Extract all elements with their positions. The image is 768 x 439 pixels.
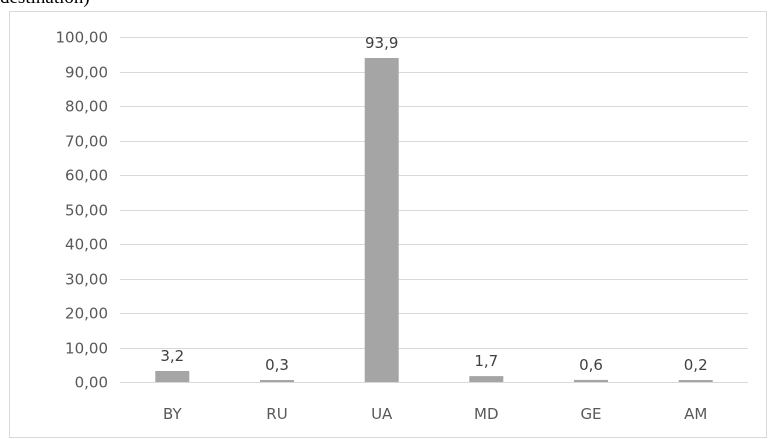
bar-ua: [364, 58, 399, 382]
y-axis-tick-labels: 0,00 10,00 20,00 30,00 40,00 50,00 60,00 70,00 8…: [56, 29, 109, 392]
x-tick-label: GE: [580, 405, 601, 423]
y-tick-label: 100,00: [56, 29, 109, 47]
x-tick-label: UA: [371, 405, 393, 423]
y-tick-label: 70,00: [65, 133, 108, 151]
bar-am: [678, 380, 713, 382]
bars: [155, 58, 713, 382]
data-label-md: 1,7: [474, 352, 498, 370]
y-tick-label: 40,00: [65, 236, 108, 254]
x-tick-label: AM: [684, 405, 707, 423]
y-tick-label: 60,00: [65, 167, 108, 185]
bar-md: [469, 376, 504, 382]
data-label-by: 3,2: [160, 347, 184, 365]
bar-ge: [574, 379, 608, 382]
data-label-am: 0,2: [684, 356, 708, 374]
y-tick-label: 30,00: [65, 271, 108, 289]
x-tick-label: BY: [163, 405, 182, 423]
x-tick-label: MD: [474, 405, 499, 423]
figure-caption: destination): [0, 0, 90, 9]
y-tick-label: 20,00: [65, 305, 108, 323]
gridlines: [120, 37, 748, 383]
bar-ru: [260, 380, 294, 382]
x-axis-tick-labels: BY RU UA MD GE AM: [163, 405, 707, 423]
data-label-ge: 0,6: [579, 356, 603, 374]
x-tick-label: RU: [266, 405, 287, 423]
y-tick-label: 80,00: [65, 98, 108, 116]
y-tick-label: 90,00: [65, 64, 108, 82]
data-labels: 3,2 0,3 93,9 1,7 0,6 0,2: [160, 34, 707, 374]
y-tick-label: 10,00: [65, 340, 108, 358]
y-tick-label: 0,00: [75, 374, 108, 392]
bar-by: [155, 371, 190, 382]
data-label-ua: 93,9: [365, 34, 398, 52]
y-tick-label: 50,00: [65, 202, 108, 220]
data-label-ru: 0,3: [265, 356, 289, 374]
